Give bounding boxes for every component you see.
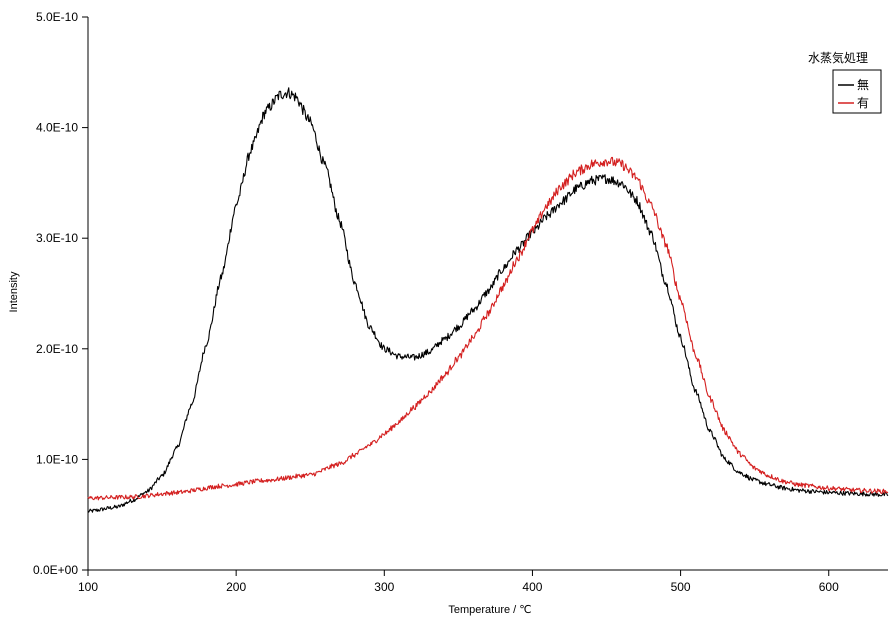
- x-axis-title: Temperature / ℃: [448, 604, 531, 616]
- x-tick-label: 400: [522, 580, 542, 594]
- y-tick-label: 4.0E-10: [36, 121, 78, 135]
- y-axis-ticks: 0.0E+00 1.0E-10 2.0E-10 3.0E-10 4.0E-10 5.0E-…: [33, 10, 88, 577]
- y-tick-label: 2.0E-10: [36, 342, 78, 356]
- x-tick-label: 600: [819, 580, 839, 594]
- series-line-nashi: [87, 87, 889, 513]
- series-line-ari: [87, 156, 889, 501]
- y-tick-label: 5.0E-10: [36, 10, 78, 24]
- legend-box: [832, 69, 882, 114]
- legend: 水蒸気処理 無 有: [808, 50, 882, 114]
- x-tick-label: 100: [78, 580, 98, 594]
- y-axis-title: Intensity: [8, 271, 20, 312]
- legend-label-nashi: 無: [857, 77, 869, 92]
- y-tick-label: 0.0E+00: [33, 563, 78, 577]
- y-tick-label: 3.0E-10: [36, 231, 78, 245]
- x-axis-ticks: 100 200 300 400 500 600: [78, 570, 839, 594]
- x-tick-label: 300: [374, 580, 394, 594]
- y-tick-label: 1.0E-10: [36, 452, 78, 466]
- legend-label-ari: 有: [857, 96, 869, 110]
- plot-area: 0.0E+00 1.0E-10 2.0E-10 3.0E-10 4.0E-10 5.0E-…: [33, 10, 889, 594]
- x-tick-label: 200: [226, 580, 246, 594]
- x-tick-label: 500: [671, 580, 691, 594]
- series-layer: [87, 87, 889, 513]
- legend-title: 水蒸気処理: [808, 50, 868, 65]
